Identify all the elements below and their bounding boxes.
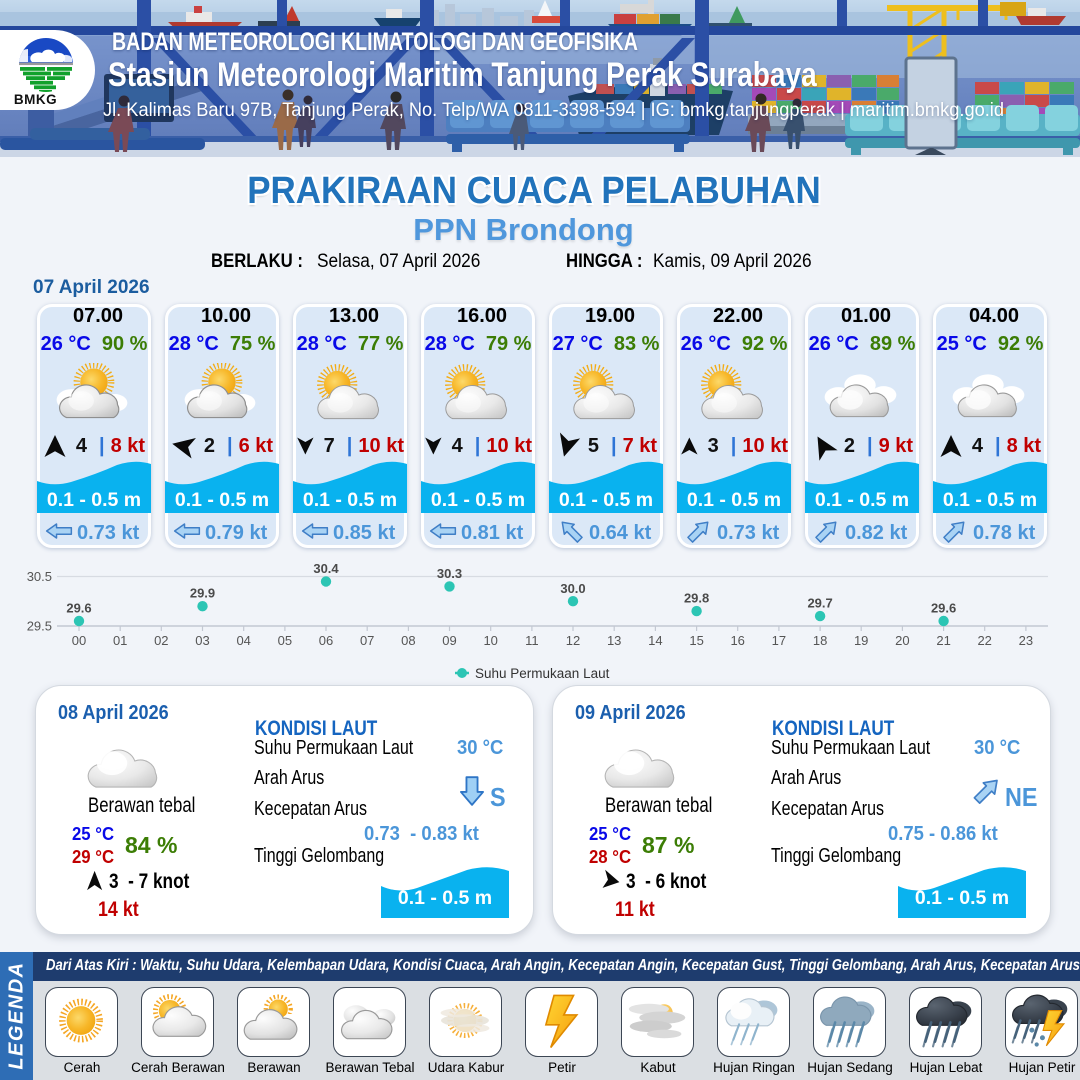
svg-text:01: 01 <box>113 633 127 648</box>
svg-text:19: 19 <box>854 633 868 648</box>
svg-text:30.5: 30.5 <box>27 569 52 584</box>
svg-text:29.8: 29.8 <box>684 591 709 606</box>
svg-text:30.3: 30.3 <box>437 566 462 581</box>
svg-text:16: 16 <box>730 633 744 648</box>
svg-text:29.6: 29.6 <box>66 601 91 616</box>
svg-text:30.4: 30.4 <box>313 561 339 576</box>
svg-text:04: 04 <box>236 633 250 648</box>
svg-text:05: 05 <box>278 633 292 648</box>
svg-text:10: 10 <box>483 633 497 648</box>
svg-text:17: 17 <box>772 633 786 648</box>
svg-text:29.9: 29.9 <box>190 586 215 601</box>
svg-text:20: 20 <box>895 633 909 648</box>
svg-text:30.0: 30.0 <box>560 581 585 596</box>
svg-text:06: 06 <box>319 633 333 648</box>
svg-text:08: 08 <box>401 633 415 648</box>
svg-text:00: 00 <box>72 633 86 648</box>
svg-text:11: 11 <box>525 633 539 648</box>
svg-text:02: 02 <box>154 633 168 648</box>
svg-text:29.6: 29.6 <box>931 601 956 616</box>
svg-text:18: 18 <box>813 633 827 648</box>
svg-text:21: 21 <box>936 633 950 648</box>
svg-text:29.5: 29.5 <box>27 619 52 634</box>
svg-text:14: 14 <box>648 633 662 648</box>
svg-text:09: 09 <box>442 633 456 648</box>
svg-text:15: 15 <box>689 633 703 648</box>
svg-text:13: 13 <box>607 633 621 648</box>
svg-text:07: 07 <box>360 633 374 648</box>
svg-text:03: 03 <box>195 633 209 648</box>
svg-text:Suhu Permukaan Laut: Suhu Permukaan Laut <box>475 666 610 681</box>
svg-text:22: 22 <box>977 633 991 648</box>
svg-text:23: 23 <box>1019 633 1033 648</box>
svg-text:29.7: 29.7 <box>807 596 832 611</box>
svg-text:12: 12 <box>566 633 580 648</box>
